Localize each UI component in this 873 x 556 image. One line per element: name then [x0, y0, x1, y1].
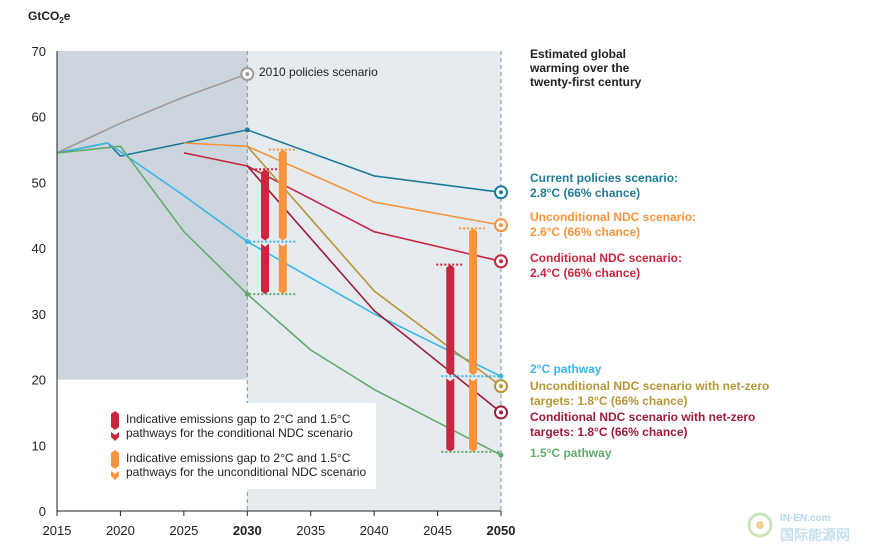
end-marker-dot-cond_ndc — [499, 259, 503, 264]
series-line-two_deg — [56, 142, 502, 378]
scenario-label-uncond_ndc: 2.6°C (66% chance) — [530, 225, 640, 239]
gap-bar-upper-3 — [469, 228, 478, 376]
series-line-policies2010 — [56, 73, 248, 154]
annotation-2010-policies: 2010 policies scenario — [259, 65, 378, 79]
y-tick-label: 60 — [32, 110, 46, 125]
side-title-line: twenty-first century — [530, 75, 642, 89]
legend-text: Indicative emissions gap to 2°C and 1.5°… — [126, 412, 351, 426]
x-tick-label: 2025 — [169, 523, 198, 538]
legend-swatch — [111, 450, 119, 469]
y-tick-label: 50 — [32, 175, 46, 190]
y-tick-label: 70 — [32, 44, 46, 59]
series-line-uncond_ndc — [183, 142, 502, 226]
gap-bar-upper-2 — [446, 264, 455, 376]
scenario-label-cond_netzero: targets: 1.8°C (66% chance) — [530, 425, 688, 439]
watermark-logo-center — [756, 521, 764, 529]
gap-bar-upper-1 — [278, 149, 287, 241]
scenario-label-cond_ndc: Conditional NDC scenario: — [530, 251, 682, 265]
point-one_five-2030 — [244, 291, 250, 297]
y-tick-label: 0 — [39, 504, 46, 519]
x-tick-label: 2030 — [233, 523, 262, 538]
scenario-label-cond_ndc: 2.4°C (66% chance) — [530, 266, 640, 280]
y-tick-label: 40 — [32, 241, 46, 256]
y-tick-label: 30 — [32, 307, 46, 322]
end-marker-dot-policies2010 — [245, 72, 250, 76]
gap-bar-lower-0 — [261, 243, 270, 295]
point-current-2030 — [244, 127, 250, 133]
gap-bar-lower-1 — [278, 243, 287, 295]
historic-shade — [57, 51, 248, 380]
point-one_five-2050 — [498, 452, 504, 458]
y-axis-label: GtCO2e — [28, 9, 71, 25]
series-line-uncond_netzero — [246, 145, 502, 387]
y-tick-label: 10 — [32, 438, 46, 453]
side-title-line: warming over the — [529, 61, 630, 75]
end-marker-dot-cond_netzero — [499, 410, 503, 415]
legend-text: Indicative emissions gap to 2°C and 1.5°… — [126, 451, 351, 465]
gap-bar-lower-2 — [446, 378, 455, 452]
scenario-label-current: Current policies scenario: — [530, 171, 678, 185]
scenario-label-uncond_ndc: Unconditional NDC scenario: — [530, 210, 696, 224]
y-tick-label: 20 — [32, 373, 46, 388]
watermark-logo-icon — [747, 512, 773, 538]
x-tick-label: 2015 — [43, 523, 72, 538]
gap-bar-lower-3 — [469, 378, 478, 452]
legend-swatch-arrow — [111, 471, 119, 480]
x-tick-label: 2045 — [423, 523, 452, 538]
point-two_deg-2030 — [244, 239, 250, 245]
end-marker-dot-uncond_ndc — [499, 223, 503, 228]
gap-bar-upper-0 — [261, 169, 270, 241]
x-tick-label: 2040 — [360, 523, 389, 538]
side-title-line: Estimated global — [530, 47, 626, 61]
x-tick-label: 2035 — [296, 523, 325, 538]
series-line-cond_netzero — [246, 165, 502, 414]
scenario-label-current: 2.8°C (66% chance) — [530, 186, 640, 200]
end-marker-dot-uncond_netzero — [499, 384, 503, 389]
x-tick-label: 2020 — [106, 523, 135, 538]
point-two_deg-2050 — [498, 373, 504, 379]
scenario-label-uncond_netzero: targets: 1.8°C (66% chance) — [530, 394, 688, 408]
x-tick-label: 2050 — [487, 523, 516, 538]
watermark-subtext: 国际能源网 — [780, 527, 850, 543]
scenario-label-two_deg: 2°C pathway — [530, 362, 602, 376]
legend-text: pathways for the unconditional NDC scena… — [126, 465, 366, 479]
scenario-label-cond_netzero: Conditional NDC scenario with net-zero — [530, 410, 755, 424]
legend-box — [96, 403, 376, 489]
watermark-text: IN-EN.com — [780, 513, 831, 524]
end-marker-dot-current — [499, 190, 503, 195]
watermark: IN-EN.com 国际能源网 — [747, 512, 850, 543]
scenario-label-uncond_netzero: Unconditional NDC scenario with net-zero — [530, 379, 769, 393]
legend-text: pathways for the conditional NDC scenari… — [126, 426, 353, 440]
scenario-label-one_five: 1.5°C pathway — [530, 446, 612, 460]
series-line-cond_ndc — [183, 152, 502, 263]
legend-swatch — [111, 411, 119, 430]
legend-swatch-arrow — [111, 432, 119, 441]
